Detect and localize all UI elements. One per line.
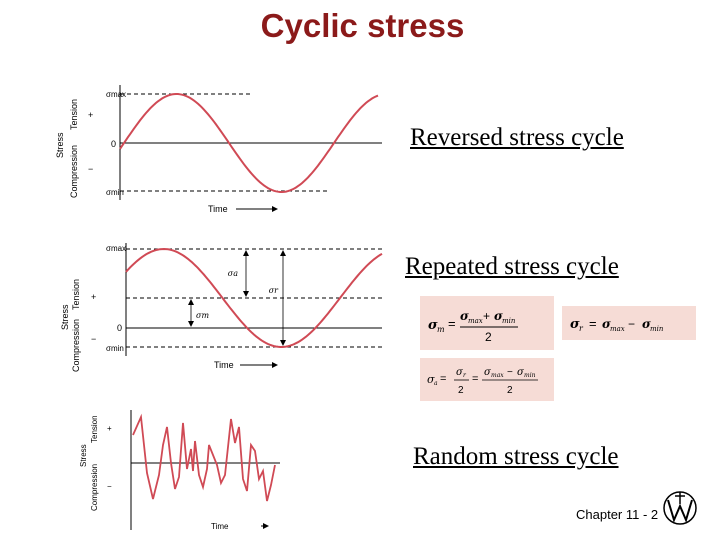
wiley-logo-icon: [663, 491, 697, 525]
plus-sign: +: [91, 292, 96, 302]
svg-text:σ: σ: [642, 317, 651, 331]
zero-label: 0: [117, 323, 122, 333]
page-title: Cyclic stress: [260, 7, 465, 44]
plus-sign: +: [107, 424, 112, 433]
svg-text:m: m: [437, 325, 445, 334]
minus-sign: −: [88, 164, 93, 174]
repeated-caption: Repeated stress cycle: [405, 253, 619, 280]
compression-label: Compression: [69, 145, 79, 198]
chapter-footer: Chapter 11 - 2: [576, 507, 659, 522]
sine-curve: [125, 247, 383, 348]
svg-text:r: r: [579, 324, 584, 333]
svg-text:min: min: [502, 317, 516, 325]
svg-text:σ: σ: [570, 317, 580, 332]
sa-label: σa: [228, 269, 238, 278]
minus-sign: −: [107, 482, 112, 491]
svg-text:2: 2: [507, 385, 513, 396]
svg-text:max: max: [468, 317, 483, 325]
plus-sign: +: [88, 110, 93, 120]
svg-text:σ: σ: [428, 318, 438, 333]
repeated-cycle-graph: Stress Tension Compression + − 0 σmax σm…: [60, 243, 383, 372]
svg-text:min: min: [524, 372, 536, 379]
svg-text:max: max: [491, 372, 504, 379]
svg-text:=: =: [472, 373, 478, 385]
compression-label: Compression: [90, 464, 99, 511]
svg-text:σ: σ: [517, 367, 525, 378]
svg-text:σ: σ: [427, 373, 435, 386]
svg-text:σ: σ: [494, 309, 503, 323]
zero-label: 0: [111, 139, 116, 149]
time-label: Time: [211, 522, 229, 531]
random-cycle-graph: Stress Tension Compression + − Time: [79, 410, 280, 531]
smax-label: σmax: [106, 244, 126, 253]
svg-text:a: a: [434, 380, 438, 387]
svg-text:σ: σ: [484, 367, 492, 378]
smin-label: σmin: [106, 188, 124, 197]
svg-text:+: +: [483, 309, 490, 323]
smin-label: σmin: [106, 344, 124, 353]
svg-text:min: min: [650, 325, 664, 333]
stress-label: Stress: [60, 304, 70, 330]
stress-label: Stress: [55, 132, 65, 158]
tension-label: Tension: [90, 415, 99, 443]
smax-label: σmax: [106, 90, 126, 99]
compression-label: Compression: [71, 319, 81, 372]
time-label: Time: [208, 204, 228, 214]
svg-text:−: −: [628, 317, 635, 331]
svg-text:σ: σ: [456, 367, 464, 378]
svg-text:max: max: [610, 325, 625, 333]
svg-text:2: 2: [485, 330, 492, 344]
reversed-caption: Reversed stress cycle: [410, 124, 624, 151]
svg-text:σ: σ: [602, 317, 611, 331]
reversed-cycle-graph: Stress Tension Compression + − 0 σmax σm…: [55, 85, 382, 214]
sm-label: σm: [196, 311, 209, 320]
tension-label: Tension: [71, 279, 81, 310]
minus-sign: −: [91, 334, 96, 344]
svg-text:=: =: [440, 373, 446, 385]
random-curve: [132, 413, 276, 502]
svg-text:=: =: [589, 316, 597, 331]
svg-text:σ: σ: [460, 309, 469, 323]
tension-label: Tension: [69, 99, 79, 130]
svg-text:2: 2: [458, 385, 464, 396]
stress-label: Stress: [79, 444, 88, 467]
svg-text:=: =: [448, 316, 456, 331]
sine-curve: [119, 93, 379, 193]
svg-text:−: −: [507, 367, 513, 378]
random-caption: Random stress cycle: [413, 443, 619, 470]
svg-text:r: r: [463, 372, 467, 379]
sr-label: σr: [269, 286, 279, 295]
time-label: Time: [214, 360, 234, 370]
